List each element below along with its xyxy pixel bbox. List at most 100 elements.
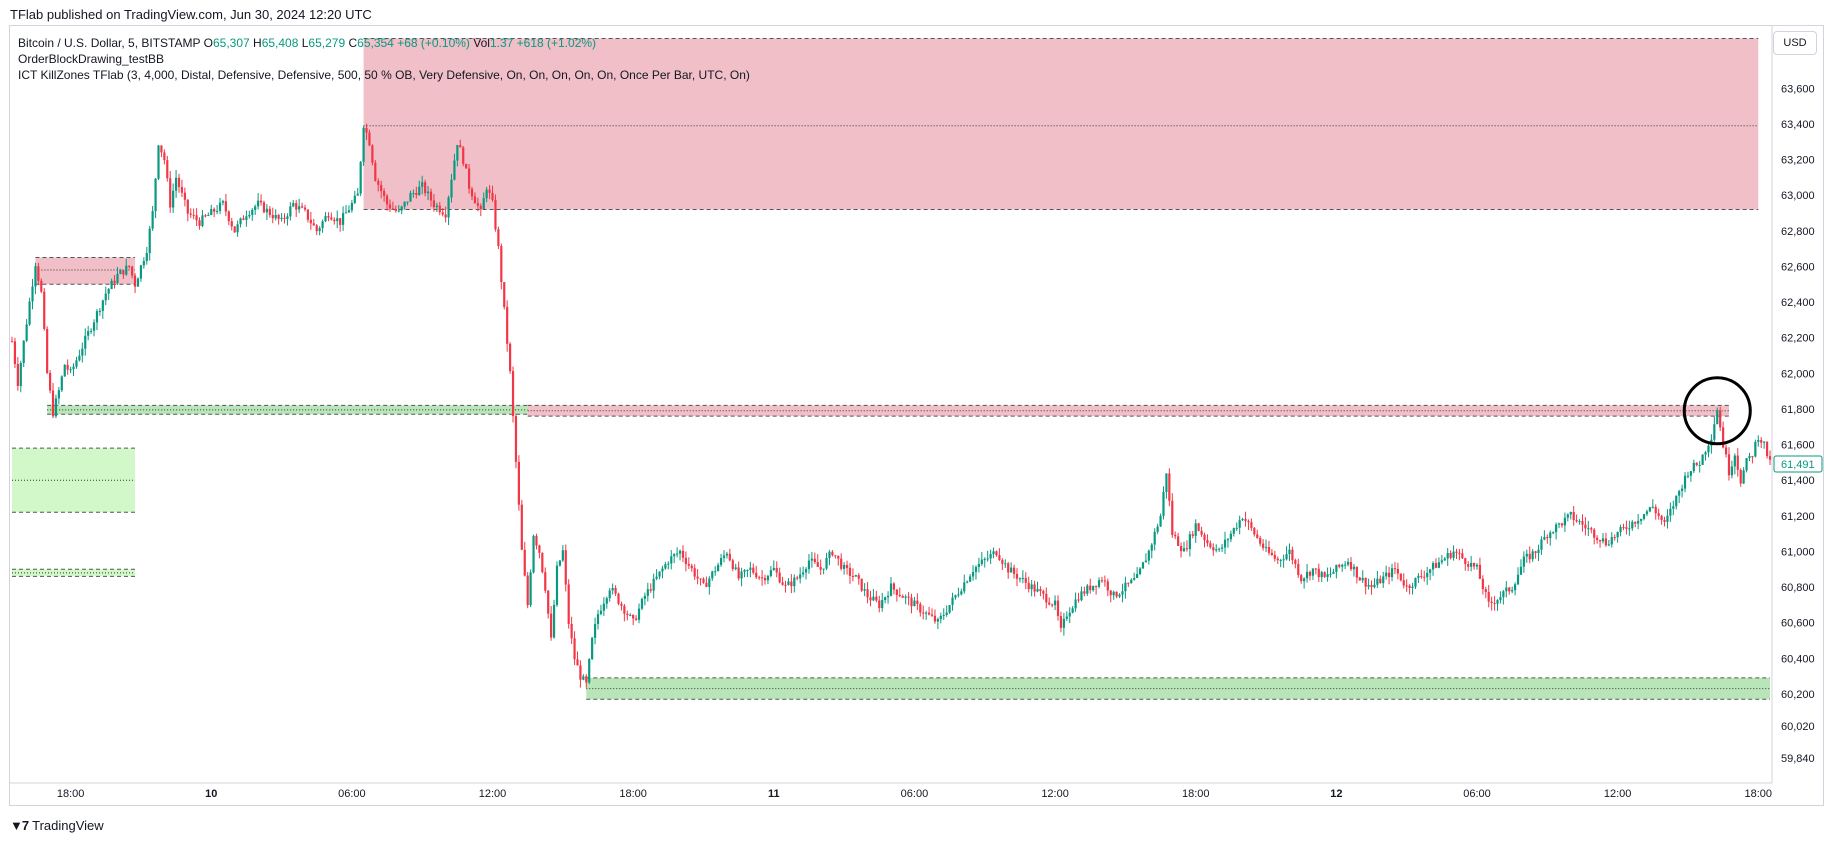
candle-body: [725, 553, 729, 556]
candle-body: [796, 577, 799, 579]
time-tick-label: 18:00: [1182, 788, 1210, 800]
candle-body: [1634, 521, 1637, 524]
candle-body: [989, 554, 992, 559]
price-tick-label: 61,600: [1781, 440, 1815, 452]
candle-body: [661, 568, 664, 572]
candle-body: [1259, 537, 1262, 544]
candle-body: [333, 219, 336, 222]
candle-body: [385, 195, 389, 205]
currency-button[interactable]: USD: [1773, 31, 1817, 55]
candle-body: [605, 598, 608, 604]
candle-body: [1739, 469, 1742, 484]
last-price-badge: [1773, 455, 1823, 473]
candle-body: [582, 676, 585, 680]
candle-body: [459, 145, 462, 148]
candle-body: [1431, 563, 1435, 570]
candle-body: [224, 201, 227, 212]
candle-body: [617, 593, 620, 604]
candle-body: [1001, 559, 1004, 564]
candle-body: [649, 589, 652, 591]
order-block-zone-bullish_weak[interactable]: [12, 569, 136, 577]
candle-body: [1367, 585, 1370, 587]
candle-body: [1270, 552, 1273, 556]
candle-body: [365, 127, 368, 133]
candle-body: [784, 584, 787, 586]
candle-body: [1458, 552, 1461, 554]
candle-body: [136, 278, 140, 287]
candle-body: [1678, 491, 1681, 496]
candle-body: [380, 184, 383, 192]
candle-body: [1546, 536, 1549, 539]
candle-body: [1115, 591, 1118, 597]
candle-body: [90, 330, 93, 332]
candle-body: [755, 572, 758, 578]
time-tick-label: 12: [1330, 788, 1342, 800]
candle-body: [1631, 521, 1634, 529]
candle-body: [1481, 578, 1484, 590]
candle-body: [95, 311, 99, 323]
candle-body: [1625, 527, 1628, 529]
candle-body: [866, 589, 869, 598]
candle-body: [567, 584, 570, 624]
candle-body: [1051, 604, 1054, 606]
indicator-killzones[interactable]: ICT KillZones TFlab (3, 4,000, Distal, D…: [18, 68, 750, 82]
price-tick-label: 63,600: [1781, 83, 1815, 95]
candle-body: [670, 556, 673, 564]
candle-body: [734, 567, 737, 570]
candle-body: [629, 614, 632, 616]
indicator-orderblock[interactable]: OrderBlockDrawing_testBB: [18, 52, 165, 66]
order-block-zone-bearish[interactable]: [363, 38, 1759, 210]
candle-body: [166, 160, 169, 179]
candle-body: [450, 179, 453, 198]
candle-body: [1446, 552, 1449, 559]
candle-body: [881, 599, 884, 609]
candle-body: [25, 324, 28, 341]
candle-body: [1194, 523, 1197, 536]
candle-body: [673, 554, 676, 557]
candle-body: [289, 206, 292, 217]
candle-body: [406, 201, 409, 203]
candle-body: [1572, 512, 1575, 520]
candle-body: [1443, 558, 1446, 561]
candle-body: [122, 270, 125, 275]
candle-body: [1130, 579, 1133, 584]
candle-body: [1138, 568, 1142, 574]
symbol-name[interactable]: Bitcoin / U.S. Dollar, 5, BITSTAMP: [18, 36, 201, 50]
candle-body: [125, 265, 128, 275]
candle-body: [303, 207, 307, 210]
candle-body: [1361, 577, 1364, 581]
candle-body: [910, 597, 913, 607]
symbol-ohlc-row[interactable]: Bitcoin / U.S. Dollar, 5, BITSTAMP O65,3…: [18, 35, 750, 51]
candle-body: [1472, 562, 1476, 567]
candle-body: [1537, 549, 1540, 554]
candle-body: [1672, 506, 1675, 509]
price-tick-label: 61,000: [1781, 546, 1815, 558]
time-tick-label: 18:00: [57, 788, 85, 800]
candle-body: [37, 266, 40, 281]
candle-body: [1581, 521, 1584, 525]
candle-body: [1730, 466, 1734, 476]
candle-body: [640, 598, 644, 609]
volume-value: 1.37: [489, 36, 514, 50]
candle-body: [274, 214, 277, 219]
candle-body: [799, 574, 802, 579]
candle-body: [966, 581, 969, 583]
candle-body: [608, 590, 611, 599]
candle-body: [54, 398, 58, 417]
candle-body: [87, 331, 90, 336]
candle-body: [1654, 506, 1657, 514]
candle-body: [819, 566, 822, 570]
candle-body: [1475, 564, 1479, 567]
candle-body: [1540, 539, 1543, 550]
candle-body: [467, 168, 471, 189]
candle-body: [708, 578, 711, 587]
candle-body: [1692, 462, 1695, 472]
candle-body: [1516, 574, 1520, 585]
candle-body: [1619, 527, 1622, 533]
candle-body: [245, 216, 248, 220]
time-tick-label: 12:00: [1041, 788, 1069, 800]
candle-body: [22, 340, 25, 363]
highlight-circle[interactable]: [1682, 376, 1752, 446]
candle-body: [1681, 488, 1684, 492]
